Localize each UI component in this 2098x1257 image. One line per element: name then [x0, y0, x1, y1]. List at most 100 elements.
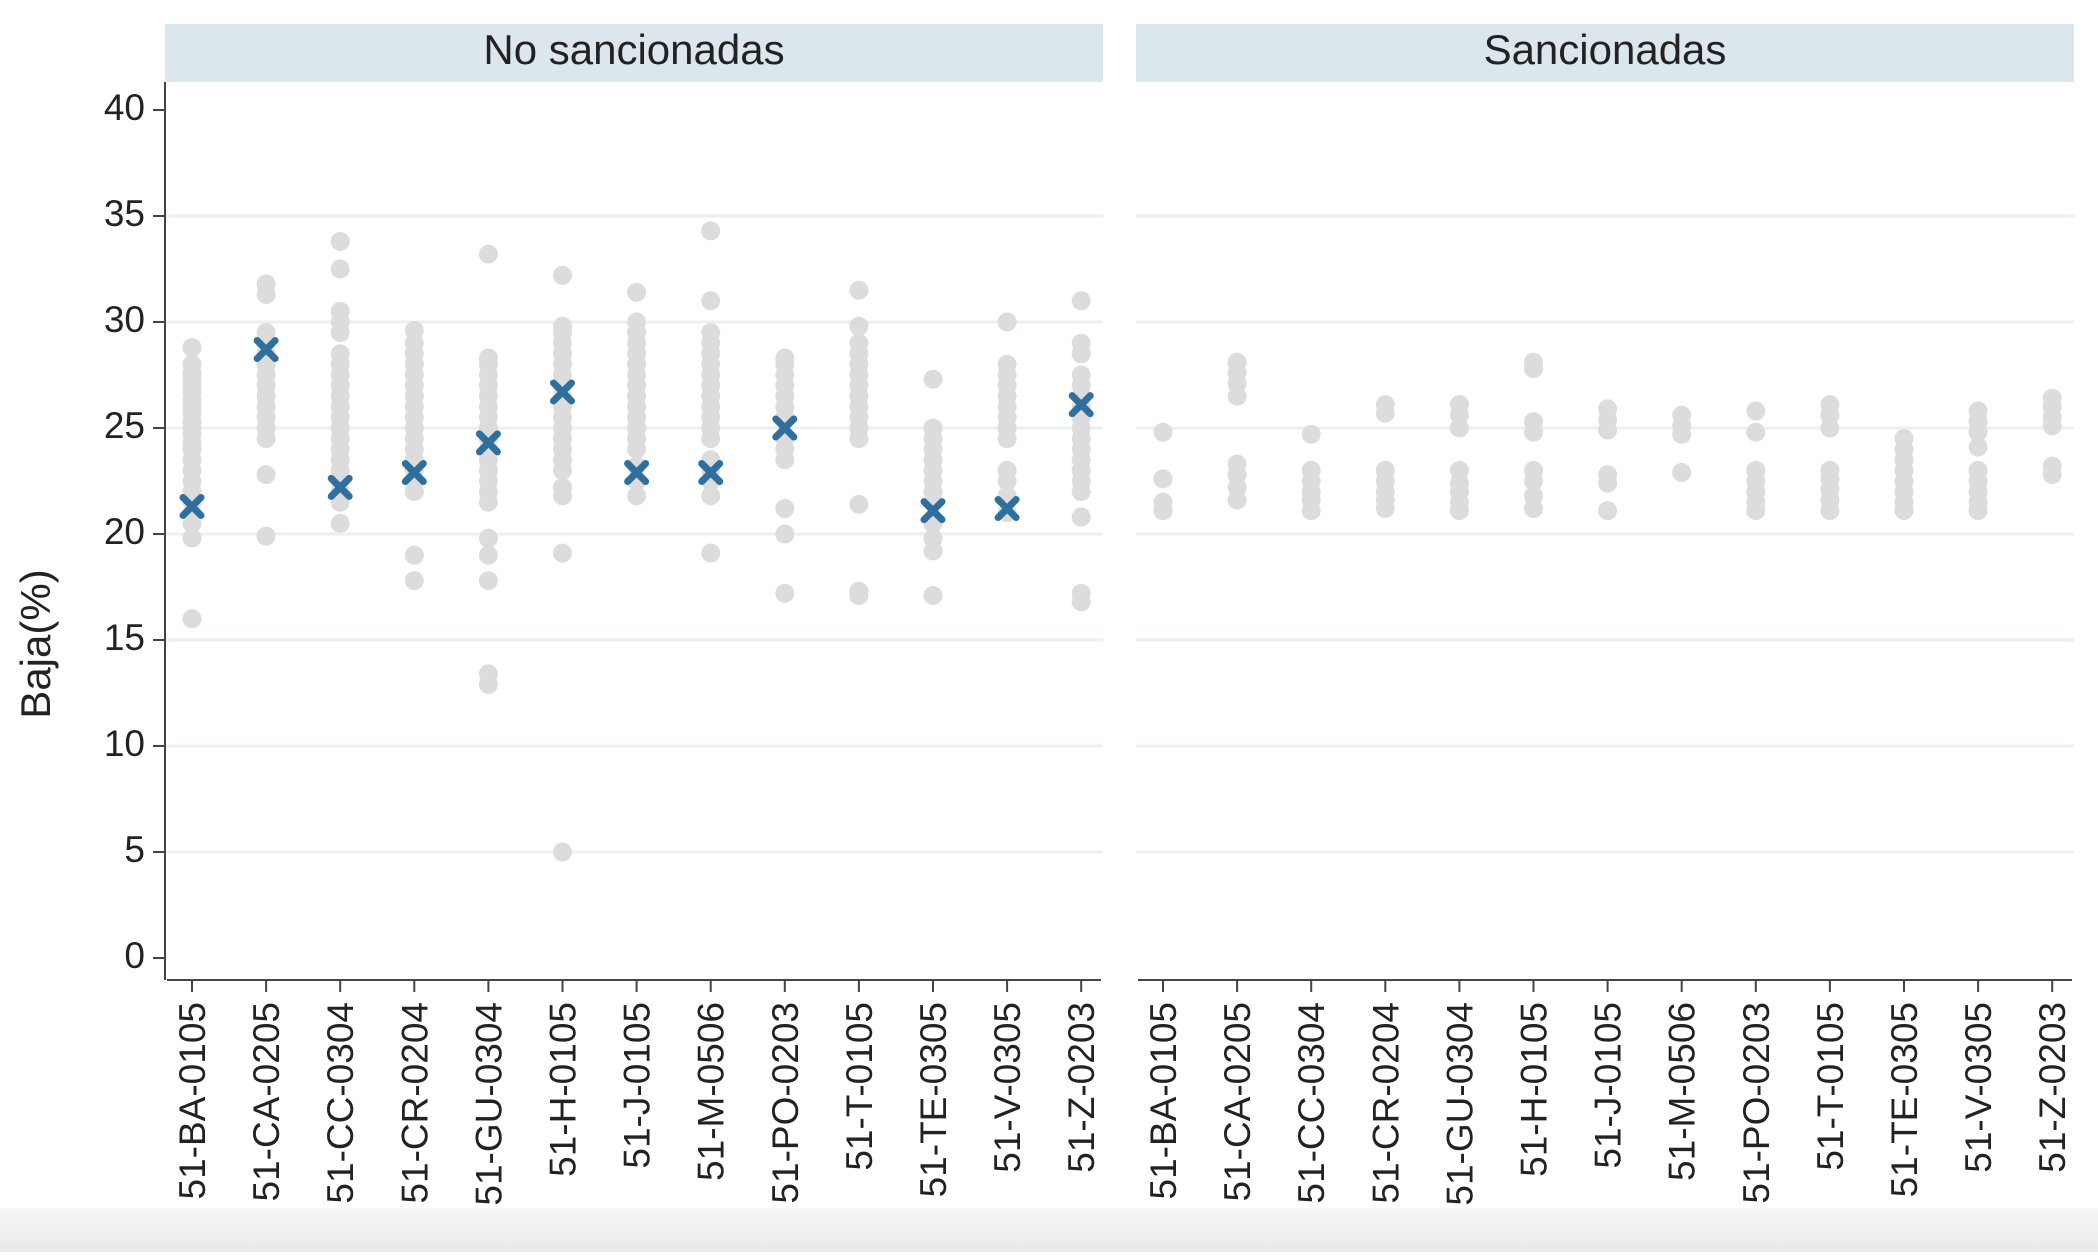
data-point	[1071, 507, 1091, 527]
median-marker	[401, 460, 427, 486]
category-label: 51-M-0506	[1662, 1002, 1703, 1181]
data-point	[627, 312, 647, 332]
data-point	[1071, 583, 1091, 603]
data-point	[1071, 291, 1091, 311]
marker-stroke	[327, 474, 353, 500]
panel-strip	[1136, 24, 2074, 82]
data-point	[1524, 460, 1543, 480]
data-point	[182, 337, 202, 357]
data-point	[2042, 388, 2062, 408]
data-point	[849, 280, 869, 300]
data-point	[330, 259, 350, 279]
data-point	[1894, 429, 1914, 449]
category-label: 51-J-0105	[1588, 1002, 1629, 1169]
data-point	[1968, 460, 1988, 480]
median-marker	[550, 379, 575, 405]
marker-stroke	[179, 493, 205, 519]
data-point	[775, 348, 795, 368]
data-point	[1227, 454, 1247, 474]
data-point	[1153, 422, 1173, 442]
data-point	[775, 583, 795, 603]
data-point	[701, 291, 721, 311]
median-marker	[994, 496, 1020, 522]
category-label: 51-CR-0204	[1365, 1002, 1406, 1204]
data-point	[553, 477, 572, 497]
marker-stroke	[475, 430, 501, 456]
data-point	[553, 265, 572, 285]
data-point	[1375, 395, 1395, 415]
data-point	[404, 545, 424, 565]
data-points	[182, 221, 1091, 862]
data-point	[701, 486, 721, 506]
category-label: 51-GU-0304	[1439, 1002, 1480, 1206]
data-point	[330, 344, 350, 364]
data-point	[478, 528, 498, 548]
category-label: 51-PO-0203	[765, 1002, 806, 1204]
data-point	[1598, 399, 1618, 419]
data-point	[1449, 460, 1469, 480]
y-tick-label: 20	[104, 511, 145, 552]
category-label: 51-TE-0305	[1884, 1002, 1925, 1197]
category-label: 51-J-0105	[617, 1002, 658, 1169]
data-point	[1227, 352, 1247, 372]
category-label: 51-PO-0203	[1736, 1002, 1777, 1204]
data-point	[1746, 460, 1766, 480]
median-marker	[772, 415, 798, 441]
data-point	[478, 244, 498, 264]
bottom-shade	[0, 1208, 2098, 1252]
marker-stroke	[772, 415, 798, 441]
category-label: 51-V-0305	[987, 1002, 1028, 1173]
marker-stroke	[698, 460, 724, 486]
gridlines	[1136, 214, 2074, 854]
data-point	[1071, 365, 1091, 385]
data-point	[923, 369, 943, 389]
axes	[1138, 979, 2072, 992]
data-point	[553, 842, 572, 862]
data-point	[1968, 437, 1988, 457]
panel-sancionadas: Sancionadas 51-BA-0105 51-CA-0205 51-CC-03…	[1136, 24, 2074, 1206]
marker-stroke	[920, 498, 946, 524]
data-point	[627, 486, 647, 506]
data-point	[1968, 401, 1988, 421]
data-point	[1524, 486, 1543, 506]
data-point	[330, 231, 350, 251]
data-point	[1524, 412, 1543, 432]
data-point	[1301, 460, 1321, 480]
data-point	[923, 585, 943, 605]
y-tick-label: 35	[104, 193, 145, 234]
marker-stroke	[1068, 392, 1094, 418]
median-marker	[475, 430, 501, 456]
data-point	[1153, 469, 1173, 489]
median-marker	[624, 460, 650, 486]
data-point	[478, 348, 498, 368]
data-point	[1672, 463, 1692, 483]
marker-stroke	[624, 460, 650, 486]
y-tick-label: 40	[104, 87, 145, 128]
axes	[167, 979, 1101, 992]
data-point	[1598, 501, 1618, 521]
data-point	[182, 354, 202, 374]
y-tick-label: 30	[104, 299, 145, 340]
category-label: 51-T-0105	[839, 1002, 880, 1171]
data-point	[1820, 460, 1840, 480]
data-points	[1153, 352, 2062, 521]
marker-stroke	[253, 337, 279, 363]
data-point	[478, 571, 498, 591]
data-point	[256, 526, 276, 546]
category-label: 51-Z-0203	[1061, 1002, 1102, 1173]
data-point	[553, 543, 572, 563]
category-label: 51-CA-0205	[1217, 1002, 1258, 1202]
category-label: 51-M-0506	[691, 1002, 732, 1181]
data-point	[1071, 333, 1091, 353]
data-point	[1449, 395, 1469, 415]
median-markers	[179, 337, 1094, 524]
data-point	[849, 333, 869, 353]
data-point	[849, 316, 869, 336]
data-point	[182, 528, 202, 548]
data-point	[775, 499, 795, 519]
data-point	[1598, 465, 1618, 485]
data-point	[256, 323, 276, 343]
y-tick-label: 0	[124, 935, 145, 976]
y-axis: 0 5 10 15 20 25 30 35 40	[104, 82, 166, 980]
